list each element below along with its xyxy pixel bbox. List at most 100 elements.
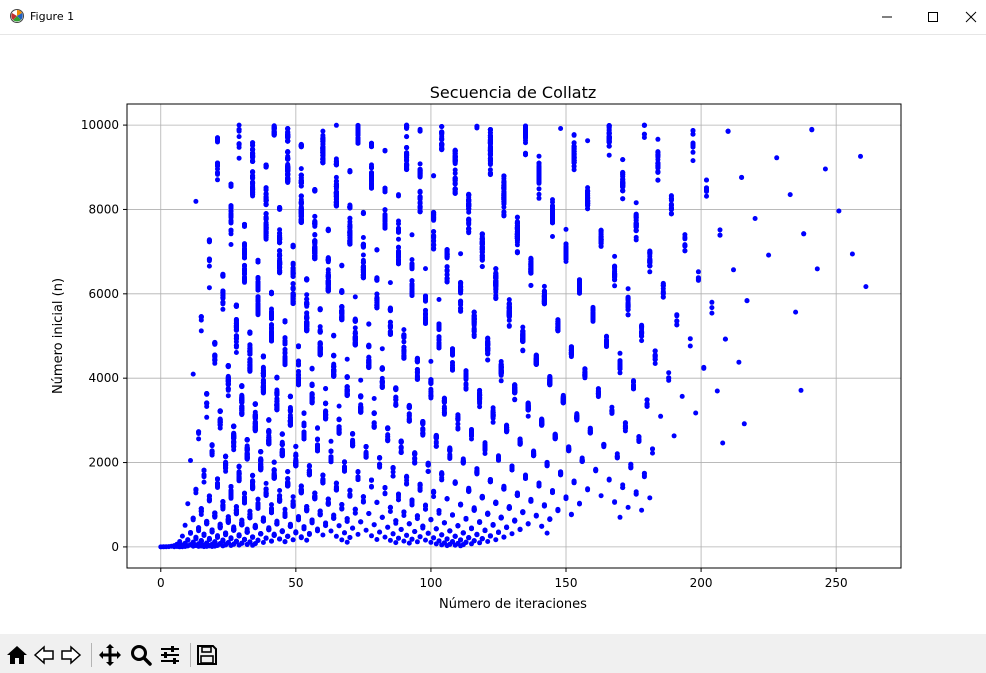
data-point	[252, 522, 258, 528]
data-point	[371, 396, 377, 401]
data-point	[463, 515, 469, 521]
data-point	[647, 495, 653, 501]
data-point	[271, 459, 277, 465]
data-point	[550, 488, 555, 494]
data-point	[198, 538, 204, 543]
data-point	[260, 515, 266, 521]
data-point	[539, 523, 545, 529]
data-point	[228, 484, 234, 489]
data-point	[414, 513, 420, 519]
data-point	[336, 523, 342, 529]
data-point	[266, 417, 272, 423]
data-point	[355, 531, 361, 537]
data-point	[428, 386, 434, 392]
data-point	[328, 438, 334, 444]
close-button[interactable]	[956, 0, 986, 34]
data-point	[263, 486, 269, 492]
data-point	[498, 359, 504, 364]
data-point	[482, 527, 488, 533]
data-point	[544, 459, 550, 465]
data-point	[339, 537, 345, 543]
data-point	[574, 411, 580, 417]
data-point	[271, 531, 277, 537]
data-point	[333, 533, 339, 539]
data-point	[366, 354, 372, 360]
data-point	[293, 443, 299, 449]
maximize-button[interactable]	[910, 0, 956, 34]
data-point	[279, 431, 285, 437]
minimize-button[interactable]	[864, 0, 910, 34]
data-point	[571, 478, 577, 484]
data-point	[217, 416, 223, 422]
data-point	[323, 520, 329, 526]
data-point	[450, 539, 455, 545]
data-point	[658, 413, 664, 419]
data-point	[471, 538, 477, 544]
data-point	[555, 506, 561, 512]
data-point	[450, 512, 455, 518]
data-point	[398, 444, 404, 450]
data-point	[425, 468, 431, 474]
data-point	[263, 480, 269, 486]
data-point	[479, 536, 485, 541]
data-point	[455, 540, 461, 546]
data-point	[320, 532, 326, 538]
data-point	[509, 531, 515, 537]
data-point	[560, 392, 566, 398]
data-point	[269, 506, 274, 511]
data-point	[490, 522, 496, 527]
data-point	[452, 533, 458, 539]
data-point	[252, 409, 258, 415]
data-point	[436, 538, 442, 544]
data-point	[190, 539, 196, 545]
data-point	[296, 369, 301, 374]
data-point	[201, 467, 207, 473]
data-point	[433, 432, 439, 438]
data-point	[404, 532, 410, 538]
data-point	[482, 440, 488, 446]
data-point	[358, 402, 364, 408]
data-point	[474, 466, 480, 472]
data-point	[190, 371, 196, 377]
data-point	[328, 528, 334, 534]
data-point	[217, 408, 223, 414]
data-point	[496, 453, 501, 459]
data-point	[309, 365, 315, 371]
data-point	[428, 377, 434, 383]
data-point	[233, 350, 239, 355]
data-point	[687, 336, 693, 342]
data-point	[260, 353, 266, 359]
data-point	[209, 448, 215, 454]
data-point	[190, 515, 196, 521]
data-point	[644, 397, 650, 403]
window-titlebar: Figure 1	[0, 0, 986, 35]
data-point	[431, 494, 437, 500]
data-point	[720, 440, 726, 446]
data-point	[325, 496, 331, 502]
data-point	[231, 423, 237, 429]
data-point	[539, 416, 545, 422]
data-point	[333, 480, 339, 486]
data-point	[547, 374, 553, 379]
data-point	[215, 476, 220, 482]
data-point	[474, 531, 480, 537]
data-point	[541, 502, 547, 508]
data-point	[628, 461, 634, 467]
data-point	[463, 539, 469, 545]
data-point	[366, 342, 372, 348]
data-point	[420, 419, 426, 424]
data-point	[512, 396, 518, 402]
data-point	[458, 501, 464, 507]
data-point	[250, 534, 256, 540]
data-point	[487, 477, 493, 482]
data-point	[506, 504, 512, 509]
data-point	[336, 424, 342, 430]
data-point	[274, 387, 280, 393]
data-point	[666, 375, 672, 381]
data-point	[414, 355, 420, 361]
data-point	[290, 498, 296, 504]
data-point	[382, 485, 388, 490]
data-point	[296, 514, 301, 520]
data-point	[566, 444, 572, 450]
data-point	[398, 438, 404, 444]
